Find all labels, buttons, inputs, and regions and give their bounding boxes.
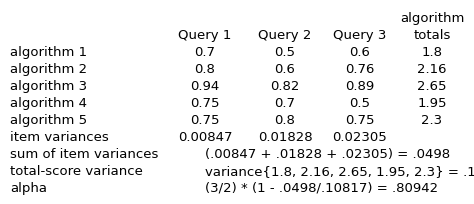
Text: 0.7: 0.7: [274, 96, 295, 110]
Text: Query 2: Query 2: [258, 29, 312, 42]
Text: sum of item variances: sum of item variances: [10, 147, 158, 160]
Text: variance{1.8, 2.16, 2.65, 1.95, 2.3} = .10817: variance{1.8, 2.16, 2.65, 1.95, 2.3} = .…: [205, 164, 474, 177]
Text: 2.16: 2.16: [417, 63, 447, 76]
Text: algorithm 5: algorithm 5: [10, 113, 87, 126]
Text: 0.00847: 0.00847: [178, 130, 232, 143]
Text: 0.75: 0.75: [190, 96, 220, 110]
Text: 1.8: 1.8: [421, 46, 443, 59]
Text: 0.01828: 0.01828: [258, 130, 312, 143]
Text: 2.3: 2.3: [421, 113, 443, 126]
Text: 0.76: 0.76: [346, 63, 374, 76]
Text: algorithm 3: algorithm 3: [10, 80, 87, 93]
Text: 0.89: 0.89: [346, 80, 374, 93]
Text: 0.8: 0.8: [274, 113, 295, 126]
Text: 0.8: 0.8: [194, 63, 216, 76]
Text: 0.82: 0.82: [270, 80, 300, 93]
Text: 0.7: 0.7: [194, 46, 216, 59]
Text: algorithm 1: algorithm 1: [10, 46, 87, 59]
Text: algorithm 4: algorithm 4: [10, 96, 87, 110]
Text: (3/2) * (1 - .0498/.10817) = .80942: (3/2) * (1 - .0498/.10817) = .80942: [205, 181, 438, 194]
Text: 0.94: 0.94: [191, 80, 219, 93]
Text: algorithm: algorithm: [400, 12, 464, 25]
Text: total-score variance: total-score variance: [10, 164, 143, 177]
Text: totals: totals: [413, 29, 451, 42]
Text: 0.5: 0.5: [349, 96, 371, 110]
Text: 0.02305: 0.02305: [333, 130, 387, 143]
Text: Query 1: Query 1: [178, 29, 232, 42]
Text: item variances: item variances: [10, 130, 109, 143]
Text: 1.95: 1.95: [417, 96, 447, 110]
Text: algorithm 2: algorithm 2: [10, 63, 87, 76]
Text: 0.75: 0.75: [190, 113, 220, 126]
Text: 2.65: 2.65: [417, 80, 447, 93]
Text: 0.5: 0.5: [274, 46, 295, 59]
Text: 0.6: 0.6: [274, 63, 295, 76]
Text: Query 3: Query 3: [333, 29, 387, 42]
Text: (.00847 + .01828 + .02305) = .0498: (.00847 + .01828 + .02305) = .0498: [205, 147, 450, 160]
Text: 0.75: 0.75: [345, 113, 375, 126]
Text: alpha: alpha: [10, 181, 47, 194]
Text: 0.6: 0.6: [349, 46, 371, 59]
